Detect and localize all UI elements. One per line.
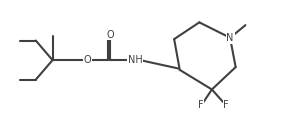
Text: F: F: [223, 100, 229, 110]
Text: O: O: [84, 55, 91, 65]
Text: O: O: [106, 30, 114, 40]
Text: N: N: [226, 33, 234, 43]
Text: F: F: [198, 100, 204, 110]
Text: NH: NH: [128, 55, 142, 65]
